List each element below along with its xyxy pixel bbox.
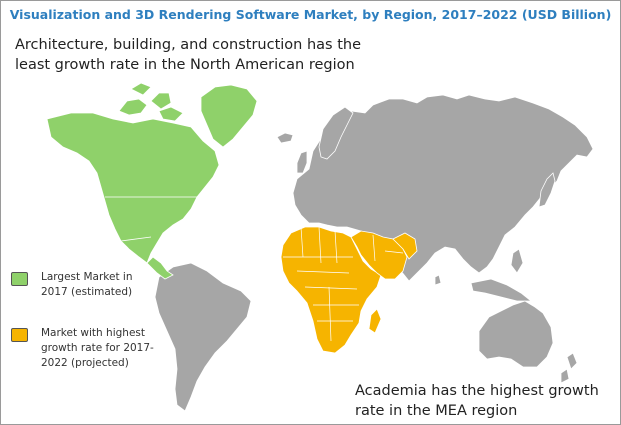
southeast-asia-islands <box>470 278 533 302</box>
legend-label-highest-growth: Market with highest growth rate for 2017… <box>41 327 154 369</box>
japan <box>538 172 556 208</box>
uk <box>296 150 308 174</box>
legend-label-largest-market: Largest Market in 2017 (estimated) <box>41 271 133 298</box>
mea-borders <box>283 226 404 342</box>
greenland <box>200 84 258 148</box>
na-borders <box>105 196 197 242</box>
legend-swatch-orange <box>11 328 28 342</box>
central-america <box>146 256 174 280</box>
south-america <box>154 262 252 412</box>
chart-title: Visualization and 3D Rendering Software … <box>9 7 612 22</box>
iceland <box>276 132 294 144</box>
legend-item-highest-growth: Market with highest growth rate for 2017… <box>11 326 161 371</box>
madagascar <box>368 308 382 334</box>
annotation-mea: Academia has the highest growth rate in … <box>355 383 599 419</box>
australia <box>478 300 554 368</box>
legend-swatch-green <box>11 272 28 286</box>
iran <box>392 232 418 260</box>
scandinavia <box>318 106 354 160</box>
sri-lanka <box>434 274 442 286</box>
other-regions <box>154 94 594 412</box>
middle-east <box>350 230 408 280</box>
arctic-archipelago <box>118 82 184 122</box>
north-america-mainland <box>46 112 220 264</box>
annotation-north-america: Architecture, building, and construction… <box>15 37 361 73</box>
north-america-region <box>46 82 258 280</box>
mea-region <box>280 226 418 354</box>
legend-item-largest-market: Largest Market in 2017 (estimated) <box>11 270 161 300</box>
philippines <box>510 248 524 274</box>
new-zealand <box>560 352 578 384</box>
